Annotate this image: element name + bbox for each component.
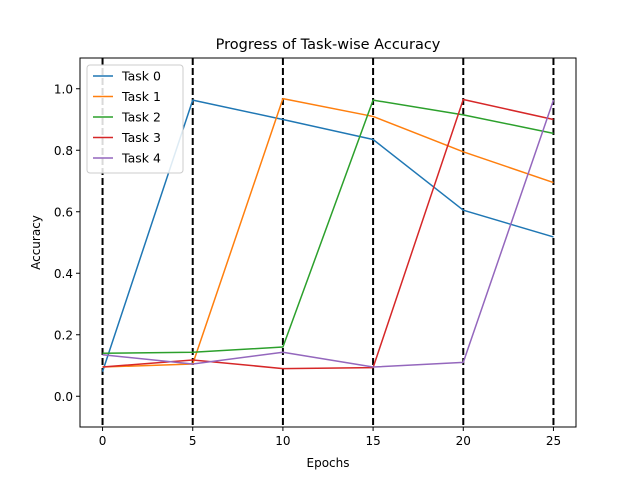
series-line: [102, 98, 554, 370]
chart-title: Progress of Task-wise Accuracy: [216, 37, 441, 53]
x-axis-ticks: 0 5 10 15 20 25: [99, 427, 561, 448]
x-tick-label: 0: [99, 434, 107, 448]
y-tick-label: 0.2: [54, 328, 73, 342]
plot-frame: [79, 57, 577, 428]
legend-label: Task 4: [121, 151, 161, 166]
x-tick-label: 10: [275, 434, 290, 448]
legend-label: Task 1: [121, 89, 161, 104]
y-axis-ticks: 0.0 0.2 0.4 0.6 0.8 1.0: [54, 82, 80, 404]
x-tick-label: 5: [189, 434, 197, 448]
x-tick-label: 20: [456, 434, 471, 448]
y-tick-label: 0.6: [54, 205, 73, 219]
y-axis-label: Accuracy: [29, 215, 43, 270]
y-tick-label: 0.0: [54, 390, 73, 404]
x-tick-label: 15: [365, 434, 380, 448]
series-line: [102, 97, 554, 368]
series-lines: [101, 97, 555, 372]
series-line: [102, 99, 554, 354]
y-tick-label: 0.4: [54, 267, 73, 281]
legend-box: [86, 64, 184, 174]
legend-label: Task 0: [121, 69, 161, 84]
legend: Task 0 Task 1 Task 2 Task 3 Task 4: [86, 64, 184, 174]
y-tick-label: 0.8: [54, 144, 73, 158]
x-axis-label: Epochs: [307, 456, 350, 470]
legend-label: Task 3: [121, 130, 161, 145]
y-tick-label: 1.0: [54, 82, 73, 96]
x-tick-label: 25: [546, 434, 561, 448]
legend-label: Task 2: [121, 110, 161, 125]
series-line: [102, 99, 555, 368]
